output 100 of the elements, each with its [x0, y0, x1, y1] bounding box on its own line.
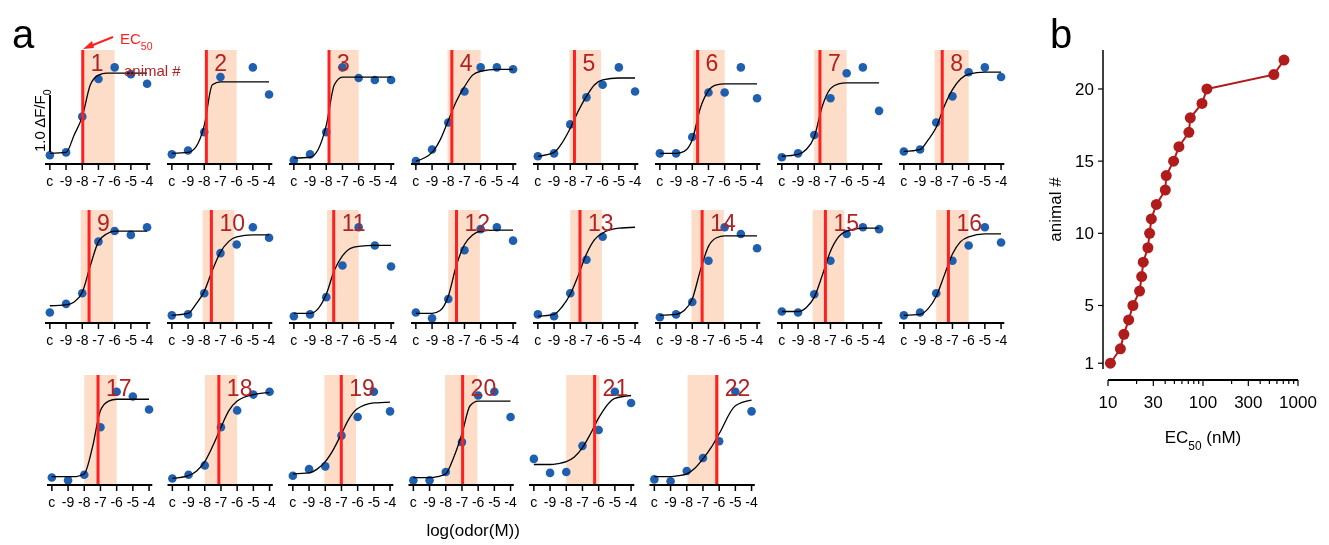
x-tick-label: c: [48, 494, 56, 510]
x-tick-label: -9: [669, 173, 683, 189]
x-tick-label: -6: [471, 494, 485, 510]
x-tick-label: -7: [92, 332, 105, 348]
x-tick-label: -6: [351, 494, 365, 510]
x-tick-label: c: [534, 173, 542, 189]
x-tick-label: -5: [124, 332, 138, 348]
chart-title: 22: [724, 375, 751, 401]
x-tick-label: -8: [320, 173, 333, 189]
x-tick-label: -4: [872, 173, 886, 189]
x-tick-label: -9: [547, 173, 561, 189]
x-tick-label: -9: [303, 173, 317, 189]
x-tick-label: -4: [872, 332, 886, 348]
chart-title: 15: [833, 210, 860, 236]
x-tick-label: -6: [230, 173, 244, 189]
x-tick-label: -7: [214, 173, 227, 189]
y-tick-label: 5: [1084, 296, 1094, 316]
chart-title: 20: [470, 375, 497, 401]
x-tick-label: -4: [384, 173, 398, 189]
x-tick-label: -8: [686, 173, 699, 189]
x-tick-label: -5: [978, 332, 992, 348]
x-tick-label: c: [290, 332, 298, 348]
x-tick-label: -4: [263, 494, 276, 510]
x-tick-label: -5: [247, 494, 260, 510]
y-tick-label: 1: [1084, 354, 1094, 374]
x-tick-label: -4: [994, 173, 1008, 189]
x-tick-label: -8: [320, 332, 333, 348]
x-tick-label: -9: [664, 494, 677, 510]
x-tick-label: -5: [612, 173, 626, 189]
x-tick-label: -7: [576, 494, 589, 510]
x-tick-label: -8: [76, 332, 89, 348]
x-tick-label: -9: [302, 494, 316, 510]
x-tick-label: -9: [303, 332, 317, 348]
x-tick-label: -9: [181, 332, 195, 348]
x-tick-label: c: [900, 332, 908, 348]
chart-title: 10: [219, 210, 245, 236]
x-tick-label: c: [650, 494, 658, 510]
y-axis-title: animal #: [1046, 176, 1065, 242]
x-tick-label: -7: [824, 173, 837, 189]
x-tick-label: -9: [59, 332, 73, 348]
x-tick-label: -9: [61, 494, 75, 510]
x-tick-label: -6: [718, 173, 732, 189]
x-tick-label: -8: [564, 332, 577, 348]
x-tick-label: -7: [455, 494, 469, 510]
x-tick-label: -8: [442, 332, 455, 348]
x-tick-label: -7: [335, 494, 348, 510]
x-tick-label: -5: [608, 494, 622, 510]
chart-title: 13: [587, 210, 614, 236]
x-tick-label: -8: [319, 494, 332, 510]
x-tick-label: c: [409, 494, 417, 510]
x-tick-label: -8: [686, 332, 699, 348]
x-tick-label: -4: [994, 332, 1008, 348]
x-tick-label: -9: [59, 173, 73, 189]
chart-title: 18: [226, 375, 253, 401]
x-tick-label: -5: [612, 332, 626, 348]
x-tick-label: -4: [140, 332, 154, 348]
x-tick-label: -6: [108, 332, 122, 348]
x-tick-label: -7: [458, 173, 471, 189]
x-tick-label: -9: [423, 494, 436, 510]
x-tick-label: -7: [696, 494, 710, 510]
x-tick-label: 30: [1143, 393, 1163, 412]
x-tick-label: -5: [734, 332, 748, 348]
x-tick-label: -7: [214, 332, 227, 348]
x-tick-label: -5: [729, 494, 742, 510]
chart-title: 12: [464, 210, 491, 236]
chart-title: 16: [956, 210, 982, 236]
x-tick-label: -9: [425, 173, 439, 189]
x-tick-label: -9: [791, 332, 805, 348]
x-tick-label: -5: [856, 173, 870, 189]
x-tick-label: -4: [628, 173, 642, 189]
annotation: animal #: [124, 62, 182, 79]
chart-title: 4: [459, 50, 473, 76]
x-tick-label: -6: [592, 494, 606, 510]
x-tick-label: -7: [92, 173, 105, 189]
x-tick-label: -8: [198, 173, 211, 189]
x-tick-label: -7: [946, 332, 959, 348]
x-tick-label: -7: [580, 173, 593, 189]
x-tick-label: c: [530, 494, 538, 510]
x-tick-label: -4: [750, 332, 764, 348]
y-tick-label: 15: [1075, 152, 1094, 172]
x-tick-label: -6: [962, 332, 976, 348]
x-tick-label: -9: [669, 332, 683, 348]
x-tick-label: c: [46, 332, 54, 348]
x-tick-label: c: [778, 332, 786, 348]
x-tick-label: -6: [474, 332, 488, 348]
x-tick-label: -5: [490, 332, 504, 348]
x-tick-label: -7: [702, 173, 715, 189]
x-tick-label: -9: [913, 173, 927, 189]
x-tick-label: -8: [808, 332, 821, 348]
x-tick-label: -4: [628, 332, 642, 348]
x-tick-label: c: [656, 173, 664, 189]
x-tick-label: -9: [181, 173, 195, 189]
x-tick-label: -5: [368, 332, 382, 348]
x-tick-label: -4: [262, 173, 276, 189]
x-tick-label: -5: [126, 494, 140, 510]
x-tick-label: -6: [840, 332, 854, 348]
x-tick-label: 300: [1234, 393, 1263, 412]
x-tick-label: -4: [750, 173, 764, 189]
x-tick-label: -9: [425, 332, 439, 348]
text: EC$_{50}$: [120, 30, 153, 52]
